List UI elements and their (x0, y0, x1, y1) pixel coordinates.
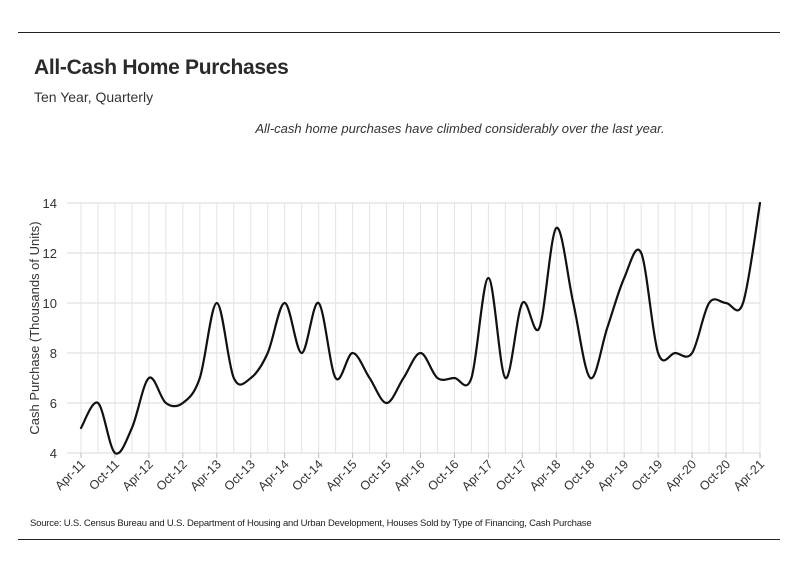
data-point (419, 351, 423, 355)
x-tick-label: Oct-12 (154, 457, 190, 493)
data-point (741, 301, 745, 305)
data-point (79, 426, 83, 430)
data-point (571, 301, 575, 305)
data-point (198, 376, 202, 380)
data-point (368, 376, 372, 380)
data-point (435, 376, 439, 380)
y-axis-label: Cash Purchase (Thousands of Units) (27, 221, 42, 434)
data-point (232, 376, 236, 380)
x-tick-label: Oct-17 (493, 457, 529, 493)
data-point (402, 376, 406, 380)
x-tick-label: Apr-12 (120, 457, 156, 493)
data-point (724, 301, 728, 305)
y-tick-label: 8 (50, 346, 57, 361)
data-point (452, 376, 456, 380)
x-tick-label: Oct-11 (86, 457, 122, 493)
data-point (266, 351, 270, 355)
top-rule (18, 32, 780, 33)
data-point (96, 401, 100, 405)
data-point (469, 376, 473, 380)
series-line (79, 201, 762, 455)
x-tick-label: Apr-18 (527, 457, 563, 493)
data-point (605, 326, 609, 330)
x-tick-label: Oct-13 (221, 457, 257, 493)
data-point (503, 376, 507, 380)
data-point (249, 376, 253, 380)
x-tick-label: Oct-16 (425, 457, 461, 493)
x-tick-label: Apr-21 (731, 457, 767, 493)
x-tick-label: Oct-15 (357, 457, 393, 493)
data-point (283, 301, 287, 305)
data-point (351, 351, 355, 355)
data-point (486, 276, 490, 280)
bottom-rule (18, 539, 780, 540)
data-point (113, 451, 117, 455)
data-point (300, 351, 304, 355)
x-tick-label: Oct-19 (629, 457, 665, 493)
data-point (130, 426, 134, 430)
x-tick-label: Apr-14 (255, 457, 291, 493)
x-tick-label: Oct-14 (289, 457, 325, 493)
source-note: Source: U.S. Census Bureau and U.S. Depa… (30, 518, 592, 529)
data-point (385, 401, 389, 405)
x-tick-label: Apr-15 (323, 457, 359, 493)
chart-title: All-Cash Home Purchases (34, 56, 289, 79)
x-axis-ticks: Apr-11Oct-11Apr-12Oct-12Apr-13Oct-13Apr-… (52, 453, 767, 494)
x-tick-label: Oct-20 (697, 457, 733, 493)
data-point (147, 376, 151, 380)
x-tick-label: Apr-19 (595, 457, 631, 493)
data-point (334, 376, 338, 380)
chart-annotation: All-cash home purchases have climbed con… (255, 121, 665, 136)
data-point (520, 301, 524, 305)
line-chart: 4 6 8 10 12 14 Apr-11Oct-11Apr-12Oct-12Apr-13… (27, 196, 767, 494)
y-tick-label: 10 (43, 296, 57, 311)
data-point (639, 251, 643, 255)
data-point (181, 401, 185, 405)
x-tick-label: Apr-17 (459, 457, 495, 493)
x-tick-label: Apr-16 (391, 457, 427, 493)
data-point (622, 276, 626, 280)
data-point (215, 301, 219, 305)
y-tick-label: 14 (43, 196, 57, 211)
y-tick-label: 4 (50, 446, 57, 461)
data-point (673, 351, 677, 355)
data-point (537, 326, 541, 330)
y-tick-label: 6 (50, 396, 57, 411)
x-tick-label: Apr-20 (663, 457, 699, 493)
data-point (317, 301, 321, 305)
y-axis-ticks: 4 6 8 10 12 14 (43, 196, 57, 461)
x-tick-label: Oct-18 (561, 457, 597, 493)
data-point (588, 376, 592, 380)
x-tick-label: Apr-13 (187, 457, 223, 493)
data-point (554, 226, 558, 230)
y-tick-label: 12 (43, 246, 57, 261)
data-point (690, 351, 694, 355)
data-point (758, 201, 762, 205)
chart-grid (67, 202, 761, 454)
data-point (164, 401, 168, 405)
chart-subtitle: Ten Year, Quarterly (34, 89, 154, 105)
data-point (656, 351, 660, 355)
x-tick-label: Apr-11 (52, 457, 88, 493)
data-point (707, 301, 711, 305)
